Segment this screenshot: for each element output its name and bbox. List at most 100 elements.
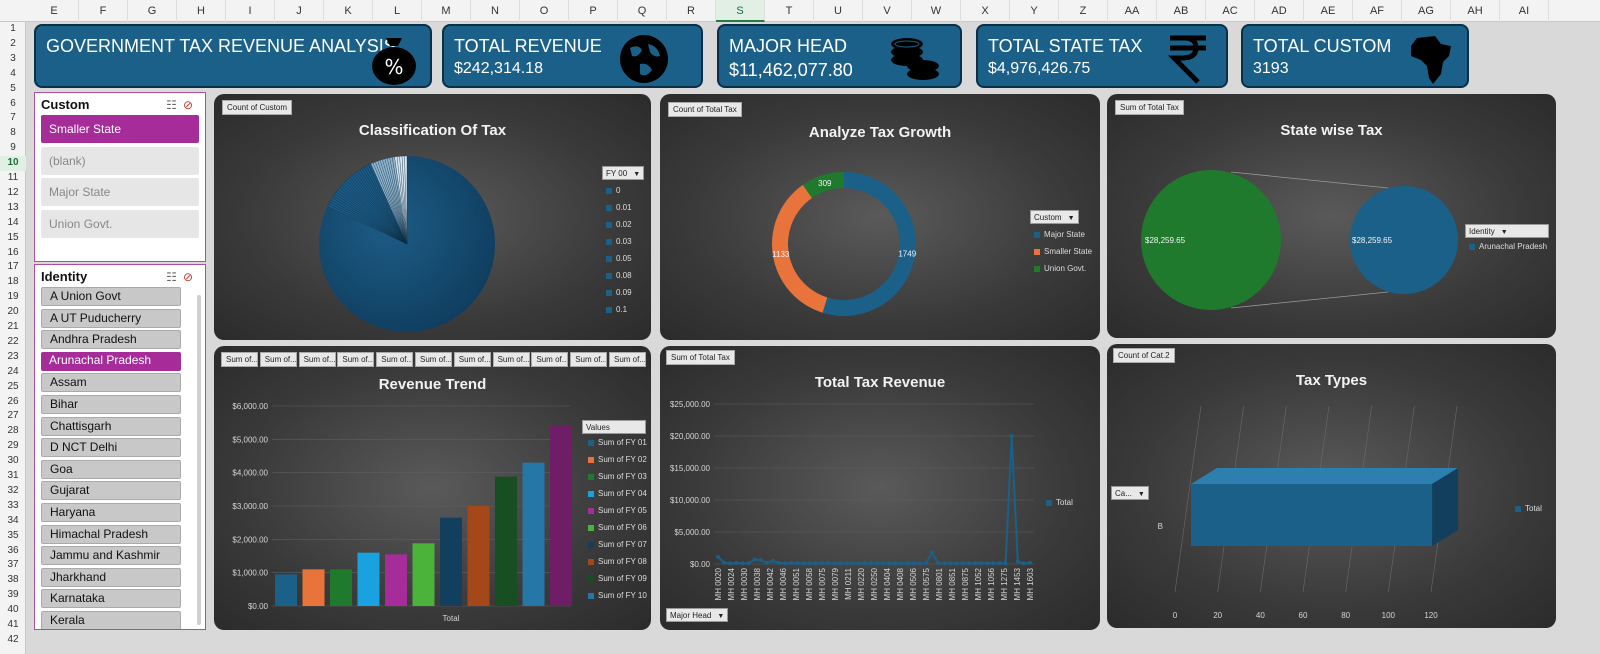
multi-select-icon[interactable]: ☷ [166,98,183,112]
column-header[interactable]: L [373,0,422,22]
field-button[interactable]: Sum of... [492,352,530,367]
row-header[interactable]: 1 [10,23,16,34]
column-header[interactable]: AF [1353,0,1402,22]
row-header[interactable]: 2 [10,37,16,49]
legend-filter-button[interactable]: FY 00 ▼ [602,166,645,180]
slicer-item[interactable]: Union Govt. [41,209,199,238]
column-header[interactable]: AH [1451,0,1500,22]
slicer-item[interactable]: Assam [41,373,181,393]
field-button[interactable]: Count of Total Tax [668,102,742,117]
legend-filter-button[interactable]: Values [582,420,646,434]
legend-filter-button[interactable]: Custom ▼ [1030,210,1079,224]
row-header[interactable]: 23 [7,350,19,362]
legend-filter-button[interactable]: Identity ▼ [1465,224,1549,238]
row-header[interactable]: 40 [7,604,19,616]
row-header[interactable]: 16 [7,246,19,258]
row-header[interactable]: 27 [7,410,19,422]
column-header[interactable]: R [667,0,716,22]
row-header[interactable]: 20 [7,306,19,318]
slicer-item[interactable]: A Union Govt [41,287,181,306]
slicer-item[interactable]: Himachal Pradesh [41,524,181,544]
column-header[interactable]: X [961,0,1010,22]
row-header[interactable]: 14 [7,216,19,228]
row-header[interactable]: 21 [7,321,19,332]
column-header[interactable]: AA [1108,0,1157,22]
row-header[interactable]: 34 [7,514,19,526]
slicer-item[interactable]: D NCT Delhi [41,438,181,458]
column-header[interactable]: S [716,0,765,22]
slicer-item[interactable]: Kerala [41,611,181,629]
row-header[interactable]: 41 [7,619,19,630]
slicer-item[interactable]: Goa [41,459,181,479]
field-button[interactable]: Sum of Total Tax [666,350,735,365]
slicer-item[interactable]: Chattisgarh [41,416,181,436]
column-header[interactable]: AI [1500,0,1549,22]
slicer-item[interactable]: Andhra Pradesh [41,330,181,350]
slicer-item[interactable]: Jharkhand [41,567,181,587]
slicer-item[interactable]: Arunachal Pradesh [41,351,181,371]
row-header[interactable]: 35 [7,529,19,541]
row-header[interactable]: 19 [7,291,19,303]
column-header[interactable]: M [422,0,471,22]
row-header[interactable]: 26 [7,395,19,407]
row-header[interactable]: 11 [7,172,19,183]
column-header[interactable]: N [471,0,520,22]
column-header[interactable]: AB [1157,0,1206,22]
column-header[interactable]: V [863,0,912,22]
column-header[interactable]: P [569,0,618,22]
column-header[interactable]: K [324,0,373,22]
row-header[interactable]: 22 [7,335,19,347]
row-header[interactable]: 15 [7,231,19,243]
field-button[interactable]: Sum of... [337,352,375,367]
multi-select-icon[interactable]: ☷ [166,270,183,284]
row-header[interactable]: 7 [10,112,16,124]
axis-filter-button[interactable]: Ca... ▼ [1111,486,1149,500]
row-header[interactable]: 29 [7,440,19,452]
row-header[interactable]: 36 [7,544,19,556]
row-header[interactable]: 9 [10,142,16,154]
row-header[interactable]: 38 [7,574,19,586]
field-button[interactable]: Sum of... [609,352,646,367]
clear-filter-icon[interactable]: ⊘ [182,98,199,112]
column-header[interactable]: W [912,0,961,22]
row-header[interactable]: 33 [7,499,19,511]
slicer-item[interactable]: Gujarat [41,481,181,501]
column-header[interactable]: E [30,0,79,22]
field-button[interactable]: Sum of... [376,352,414,367]
row-header[interactable]: 3 [10,52,16,64]
column-header[interactable]: Q [618,0,667,22]
row-header[interactable]: 8 [10,127,16,139]
field-button[interactable]: Sum of... [453,352,491,367]
column-header[interactable]: U [814,0,863,22]
clear-filter-icon[interactable]: ⊘ [182,270,199,284]
field-button[interactable]: Count of Custom [222,100,293,115]
column-header[interactable]: T [765,0,814,22]
row-header[interactable]: 24 [7,365,19,377]
axis-filter-button[interactable]: Major Head ▼ [666,608,729,622]
row-header[interactable]: 10 [0,156,26,171]
row-header[interactable]: 5 [10,82,16,94]
slicer-item[interactable]: A UT Puducherry [41,308,181,328]
row-header[interactable]: 17 [7,261,19,273]
field-button[interactable]: Sum of... [415,352,452,367]
slicer-item[interactable]: Smaller State [41,115,199,143]
column-header[interactable]: G [128,0,177,22]
row-header[interactable]: 28 [7,425,19,437]
row-header[interactable]: 18 [7,276,19,288]
column-header[interactable]: O [520,0,569,22]
row-header[interactable]: 6 [10,97,16,109]
column-header[interactable]: AD [1255,0,1304,22]
row-header[interactable]: 12 [7,186,19,198]
column-header[interactable]: F [79,0,128,22]
slicer-item[interactable]: Jammu and Kashmir [41,546,181,566]
column-header[interactable]: Z [1059,0,1108,22]
row-header[interactable]: 25 [7,380,19,392]
row-header[interactable]: 4 [10,67,16,79]
column-header[interactable]: J [275,0,324,22]
row-header[interactable]: 39 [7,589,19,601]
slicer-item[interactable]: Haryana [41,503,181,522]
column-header[interactable]: AC [1206,0,1255,22]
row-header[interactable]: 30 [7,455,19,467]
row-header[interactable]: 32 [7,484,19,496]
column-header[interactable]: AE [1304,0,1353,22]
